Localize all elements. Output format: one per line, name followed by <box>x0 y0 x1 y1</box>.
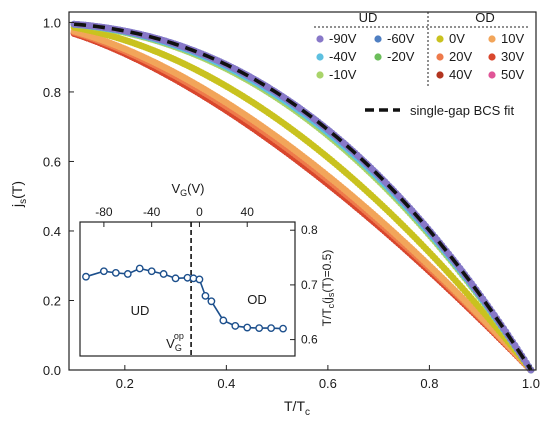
legend-swatch <box>436 35 444 43</box>
inset-divider-label: VGop <box>166 331 184 353</box>
main-plot: 0.2 0.4 0.6 0.8 1.0 0.00.20.40.60.81.0 T/Tc … <box>9 11 540 418</box>
legend-swatch <box>374 53 382 61</box>
x-tick-label: 0.2 <box>116 376 134 391</box>
y-tick-label: 0.8 <box>43 85 61 100</box>
legend-item-20V: 20V <box>436 49 472 64</box>
bcs-fit-line <box>73 22 533 371</box>
legend-item-40V: 40V <box>436 67 472 82</box>
legend-swatch <box>488 53 496 61</box>
legend-item--40V: -40V <box>316 49 357 64</box>
inset-data-point <box>82 272 90 281</box>
legend-swatch <box>316 53 324 61</box>
legend-item--20V: -20V <box>374 49 415 64</box>
main-y-axis-label: js(T) <box>9 181 29 208</box>
inset-frame <box>79 221 296 357</box>
y-tick-label: 0.6 <box>43 154 61 169</box>
legend-label: -60V <box>387 31 415 46</box>
legend-label: 20V <box>449 49 472 64</box>
inset-data-point <box>123 270 132 278</box>
inset-plot: -80 -40 0 40 0.6 0.7 0.8 VG(V) T/Tc(js(T)=0.5… <box>79 181 336 357</box>
inset-data-point <box>147 267 156 276</box>
legend-label: 40V <box>449 67 472 82</box>
inset-y-tick-label: 0.8 <box>301 223 318 237</box>
main-x-axis-label: T/Tc <box>284 398 310 418</box>
legend-swatch <box>316 35 324 43</box>
inset-data-point <box>279 324 287 333</box>
legend-item--60V: -60V <box>374 31 415 46</box>
legend-swatch <box>316 71 324 79</box>
legend-label: 0V <box>449 31 465 46</box>
inset-x-tick-label: -80 <box>95 205 113 219</box>
inset-data-point <box>171 274 180 283</box>
legend-items: -90V -60V -40V -20V -10V 0V 10V 20V 30V 40V 50V <box>316 31 524 82</box>
inset-data-point <box>231 322 240 330</box>
legend-group-od: OD <box>475 10 495 25</box>
y-tick-label: 1.0 <box>43 15 61 30</box>
inset-x-tick-label: 0 <box>196 205 203 219</box>
inset-data-point <box>267 324 276 333</box>
legend-swatch <box>488 71 496 79</box>
inset-y-ticks: 0.6 0.7 0.8 <box>290 223 318 347</box>
legend-label: 50V <box>501 67 524 82</box>
inset-data-point <box>195 275 204 284</box>
legend-item-10V: 10V <box>488 31 524 46</box>
inset-data-point <box>159 270 168 278</box>
legend-group-ud: UD <box>359 10 378 25</box>
inset-data-point <box>255 324 264 333</box>
legend-swatch <box>374 35 382 43</box>
inset-data-point <box>219 316 228 325</box>
series-10V <box>70 27 535 374</box>
inset-data-point <box>111 268 120 277</box>
x-tick-label: 1.0 <box>522 376 540 391</box>
legend-item-30V: 30V <box>488 49 524 64</box>
legend-item-50V: 50V <box>488 67 524 82</box>
inset-data-point <box>207 297 216 306</box>
inset-points <box>82 264 287 333</box>
legend-label: -10V <box>329 67 357 82</box>
legend-label: -20V <box>387 49 415 64</box>
legend-item-0V: 0V <box>436 31 465 46</box>
legend-swatch <box>436 71 444 79</box>
inset-data-point <box>201 291 210 300</box>
inset-region-od: OD <box>247 292 267 307</box>
legend-fit-label: single-gap BCS fit <box>410 103 514 118</box>
main-y-ticks: 0.0 0.2 0.4 0.6 0.8 1.0 <box>43 15 74 378</box>
inset-x-tick-label: 40 <box>241 205 255 219</box>
main-plot-frame <box>68 11 537 371</box>
x-tick-label: 0.6 <box>319 376 337 391</box>
inset-x-tick-label: -40 <box>143 205 161 219</box>
legend-item--90V: -90V <box>316 31 357 46</box>
inset-y-tick-label: 0.7 <box>301 278 318 292</box>
inset-data-point <box>243 323 252 332</box>
legend-swatch <box>488 35 496 43</box>
y-tick-label: 0.2 <box>43 293 61 308</box>
main-x-ticks: 0.2 0.4 0.6 0.8 1.0 <box>116 365 540 391</box>
legend-label: -40V <box>329 49 357 64</box>
x-tick-label: 0.8 <box>420 376 438 391</box>
inset-data-point <box>99 267 108 276</box>
legend-label: 10V <box>501 31 524 46</box>
legend: UD OD -90V -60V -40V -20V -10V 0V 10V 20V 30V 40V… <box>314 10 530 118</box>
legend-item--10V: -10V <box>316 67 357 82</box>
x-tick-label: 0.4 <box>217 376 235 391</box>
legend-label: -90V <box>329 31 357 46</box>
legend-label: 30V <box>501 49 524 64</box>
inset-x-axis-label: VG(V) <box>171 181 204 198</box>
y-tick-label: 0.0 <box>43 363 61 378</box>
inset-y-axis-label: T/Tc(js(T)=0.5) <box>320 250 336 327</box>
y-tick-label: 0.4 <box>43 224 61 239</box>
legend-swatch <box>436 53 444 61</box>
inset-y-tick-label: 0.6 <box>301 333 318 347</box>
inset-data-point <box>135 264 144 273</box>
inset-region-ud: UD <box>131 303 150 318</box>
inset-x-ticks: -80 -40 0 40 <box>95 205 254 227</box>
